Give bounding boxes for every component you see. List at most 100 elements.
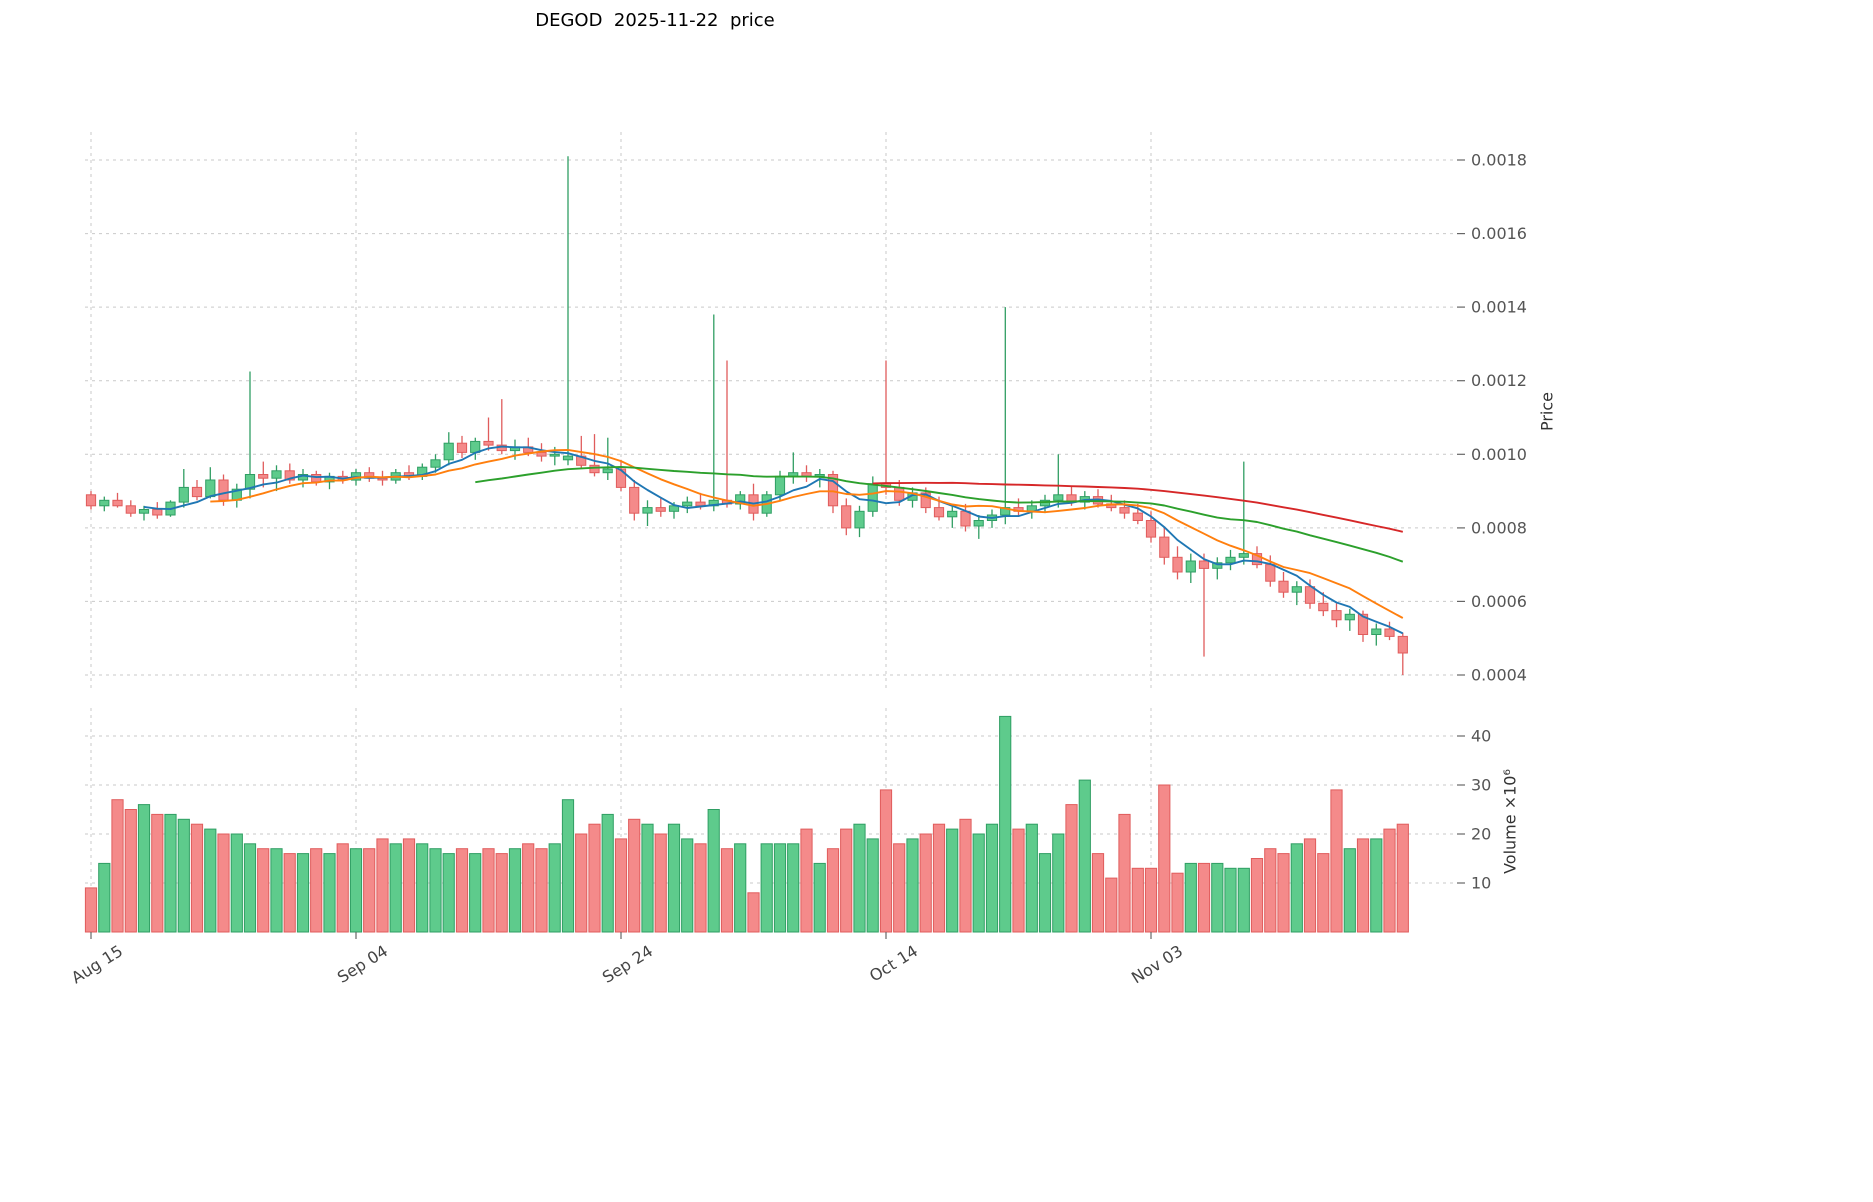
volume-bar xyxy=(455,848,469,933)
candle-body xyxy=(191,486,203,498)
price-tick-label: 0.0018 xyxy=(1471,151,1527,170)
volume-bar xyxy=(1038,853,1052,933)
candle-body xyxy=(284,470,295,481)
price-tick-label: 0.0006 xyxy=(1471,592,1527,611)
volume-bar xyxy=(177,818,190,933)
candle-body xyxy=(960,510,971,527)
candle-body xyxy=(562,455,574,461)
volume-bar xyxy=(734,843,747,933)
volume-bar xyxy=(866,838,879,933)
volume-bar xyxy=(681,838,694,933)
candle-body xyxy=(430,459,441,468)
volume-bar xyxy=(442,853,455,933)
price-tick-label: 0.0012 xyxy=(1471,371,1527,390)
volume-bar xyxy=(1105,877,1118,933)
candle-body xyxy=(483,440,494,446)
candle-body xyxy=(1159,536,1170,558)
candle-body xyxy=(125,505,136,514)
candle-body xyxy=(1225,556,1236,564)
volume-bar xyxy=(1078,779,1091,933)
volume-bar xyxy=(1290,843,1303,933)
candle-body xyxy=(152,509,163,516)
volume-bar xyxy=(1343,848,1356,933)
volume-bar xyxy=(482,848,495,933)
candle-body xyxy=(1053,494,1064,501)
volume-bar xyxy=(230,833,243,933)
volume-bar xyxy=(1224,867,1237,933)
candle-body xyxy=(218,479,229,501)
candles xyxy=(85,156,1408,675)
volume-bar xyxy=(787,843,800,933)
candle-body xyxy=(1185,560,1196,573)
volume-bar xyxy=(773,843,787,933)
candle-body xyxy=(536,451,547,457)
volume-tick-label: 40 xyxy=(1471,727,1491,746)
volume-bar xyxy=(469,853,482,933)
volume-bar xyxy=(548,843,561,933)
candle-body xyxy=(1145,520,1157,538)
volume-bar xyxy=(522,843,535,933)
chart-title: DEGOD 2025-11-22 price xyxy=(535,10,775,31)
volume-bar xyxy=(1118,813,1131,933)
candle-body xyxy=(841,505,852,529)
volume-bar xyxy=(389,843,402,933)
candle-body xyxy=(867,483,878,512)
candle-body xyxy=(1371,628,1382,635)
volume-bar xyxy=(402,838,416,933)
price-tick-label: 0.0014 xyxy=(1471,298,1527,317)
volume-bar xyxy=(879,789,893,933)
volume-bar xyxy=(416,843,429,933)
candle-body xyxy=(1198,560,1210,569)
volume-bar xyxy=(946,828,959,933)
ma-line-5 xyxy=(143,445,1404,635)
volume-tick-label: 10 xyxy=(1471,874,1491,893)
volume-bars xyxy=(84,715,1409,933)
candle-body xyxy=(1132,512,1143,521)
volume-bar xyxy=(1250,858,1264,933)
volume-bar xyxy=(1184,862,1197,933)
volume-bar xyxy=(641,823,654,933)
volume-bar xyxy=(508,848,522,933)
volume-bar xyxy=(919,833,932,933)
volume-bar xyxy=(296,853,310,933)
date-tick-label: Aug 15 xyxy=(68,941,126,987)
volume-bar xyxy=(1197,862,1211,933)
volume-bar xyxy=(720,848,734,933)
volume-bar xyxy=(111,799,124,933)
volume-bar xyxy=(1264,848,1277,933)
grid xyxy=(85,132,1455,932)
candle-body xyxy=(602,468,613,474)
candle-body xyxy=(920,492,931,509)
volume-bar xyxy=(137,804,151,933)
candle-body xyxy=(774,475,786,496)
candle-body xyxy=(1318,602,1329,612)
volume-bar xyxy=(813,862,826,933)
volume-bar xyxy=(204,828,217,933)
date-tick-label: Nov 03 xyxy=(1128,941,1186,987)
volume-bar xyxy=(826,848,840,933)
volume-bar xyxy=(972,833,985,933)
date-tick-label: Oct 14 xyxy=(866,941,921,985)
volume-bar xyxy=(1303,838,1317,933)
price-tick-label: 0.0004 xyxy=(1471,666,1527,685)
candle-body xyxy=(854,510,865,529)
candle-body xyxy=(1344,613,1355,621)
volume-bar xyxy=(1370,838,1383,933)
volume-bar xyxy=(1171,872,1184,933)
candle-body xyxy=(1251,553,1263,566)
candle-body xyxy=(1238,553,1249,558)
candle-body xyxy=(589,464,600,474)
volume-bar xyxy=(575,833,588,933)
ma-line-60 xyxy=(872,481,1404,533)
volume-bar xyxy=(747,892,760,933)
volume-bar xyxy=(614,838,628,933)
candle-body xyxy=(470,440,481,453)
volume-bar xyxy=(1317,853,1330,933)
volume-bar xyxy=(906,838,919,933)
volume-bar xyxy=(1277,853,1290,933)
volume-bar xyxy=(694,843,707,933)
volume-bar xyxy=(376,838,389,933)
volume-bar xyxy=(283,853,296,933)
volume-bar xyxy=(270,848,283,933)
